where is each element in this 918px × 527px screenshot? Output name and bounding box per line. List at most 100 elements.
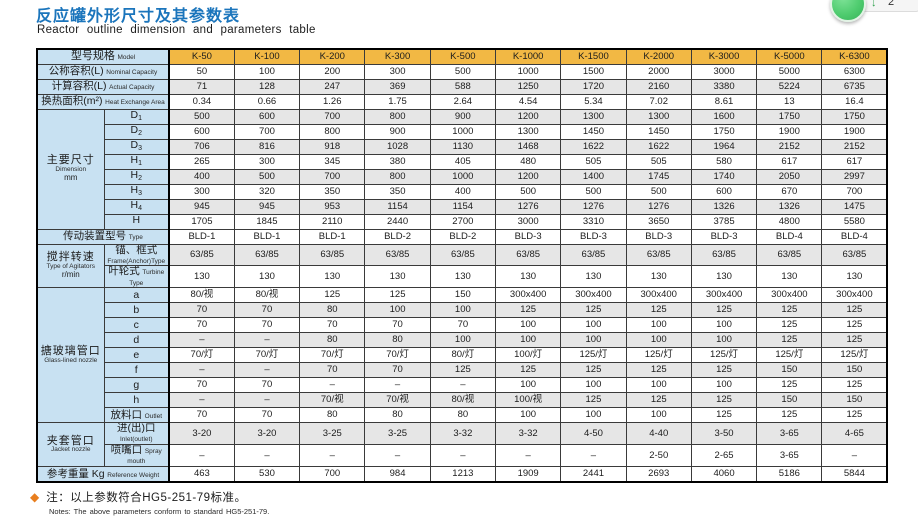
- data-cell: 150: [821, 392, 888, 409]
- model-header-en: Model: [117, 53, 136, 61]
- data-cell: 500: [429, 63, 497, 80]
- data-cell: 588: [429, 78, 497, 95]
- data-cell: 130: [756, 265, 823, 289]
- row-label-symbol: H: [130, 169, 139, 182]
- row-label: 计算容积(L) Actual Capacity: [36, 78, 171, 95]
- data-cell: 5186: [756, 466, 823, 483]
- data-cell: 70/灯: [299, 347, 366, 364]
- data-cell: 71: [168, 78, 235, 95]
- data-cell: 100: [625, 317, 692, 334]
- row-label: d: [103, 332, 171, 349]
- data-cell: 125/灯: [756, 347, 823, 364]
- section-label-zh: 搪玻璃管口: [40, 345, 101, 358]
- data-cell: 70/灯: [168, 347, 235, 364]
- data-cell: 300x400: [560, 287, 627, 304]
- data-cell: 2441: [560, 466, 627, 483]
- data-cell: 63/85: [560, 243, 627, 267]
- data-cell: 1326: [690, 198, 758, 215]
- data-cell: 2700: [429, 213, 497, 230]
- data-cell: 345: [299, 153, 366, 170]
- data-cell: 16.4: [821, 93, 888, 110]
- data-cell: 80/视: [429, 392, 497, 409]
- data-cell: 125: [821, 302, 888, 319]
- data-cell: 1300: [625, 108, 692, 125]
- table-row: 夹套管口 Jacket nozzle 进(出)口 Inlet(outlet) 3-20…: [36, 422, 888, 468]
- data-cell: 2440: [364, 213, 431, 230]
- data-cell: 80: [299, 302, 366, 319]
- row-label: H: [103, 213, 171, 230]
- data-cell: 100: [560, 377, 627, 394]
- data-cell: 4.54: [494, 93, 562, 110]
- page-subtitle: Reactor outline dimension and parameters…: [37, 24, 316, 36]
- data-cell: 1622: [625, 138, 692, 155]
- data-cell: 70: [233, 407, 301, 424]
- data-cell: 125: [429, 362, 497, 379]
- table-row: 计算容积(L) Actual Capacity 71 128 247 369 588 125…: [36, 78, 888, 95]
- data-cell: 1964: [690, 138, 758, 155]
- row-label-symbol: H: [130, 199, 139, 212]
- data-cell: 70: [168, 377, 235, 394]
- row-label-zh: 喷嘴口: [110, 444, 143, 457]
- row-label-zh: 参考重量 Kg: [46, 467, 105, 480]
- data-cell: 80/视: [233, 287, 301, 304]
- data-cell: 70: [364, 362, 431, 379]
- data-cell: 125: [299, 287, 366, 304]
- column-header: K-200: [299, 48, 366, 65]
- data-cell: BLD-3: [494, 228, 562, 245]
- column-header: K-2000: [625, 48, 692, 65]
- data-cell: 100: [690, 332, 758, 349]
- download-arrow-icon[interactable]: ↓: [871, 0, 877, 9]
- row-label: 放料口 Outlet: [103, 407, 171, 424]
- row-label-zh: d: [133, 333, 140, 346]
- data-cell: 2-65: [690, 444, 758, 468]
- data-cell: 150: [756, 392, 823, 409]
- table-row: 放料口 Outlet 70 70 80 80 80 100 100 100 125 125 125: [37, 407, 888, 424]
- data-cell: 617: [756, 153, 823, 170]
- data-cell: 1740: [690, 168, 758, 185]
- data-cell: 5.34: [560, 93, 627, 110]
- data-cell: BLD-1: [233, 228, 301, 245]
- data-cell: 1130: [429, 138, 497, 155]
- table-row: H4 945 945 953 1154 1154 1276 1276 1276 1326 1326 1…: [37, 198, 888, 215]
- data-cell: 5000: [756, 63, 823, 80]
- row-label-en: Reference Weight: [107, 471, 160, 479]
- section-label-zh: 搅拌转速: [46, 251, 95, 264]
- data-cell: 1468: [494, 138, 562, 155]
- row-label-subscript: 4: [138, 205, 142, 213]
- table-row: h – –70/视 70/视 80/视 100/视 125 125 125 150 150: [37, 392, 888, 409]
- data-cell: 100: [560, 407, 627, 424]
- row-label-subscript: 3: [138, 190, 142, 198]
- row-label: c: [103, 317, 171, 334]
- data-cell: 125: [821, 332, 888, 349]
- data-cell: 2693: [625, 466, 692, 483]
- data-cell: 945: [233, 198, 301, 215]
- data-cell: 369: [364, 78, 431, 95]
- row-label-zh: a: [133, 288, 140, 301]
- data-cell: 63/85: [821, 243, 888, 267]
- data-cell: 918: [299, 138, 366, 155]
- data-cell: 1475: [821, 198, 888, 215]
- data-cell: 4-65: [821, 422, 888, 446]
- column-header: K-100: [233, 48, 301, 65]
- data-cell: 200: [299, 63, 366, 80]
- green-circle-button[interactable]: [830, 0, 866, 22]
- data-cell: 1750: [821, 108, 888, 125]
- data-cell: 63/85: [756, 243, 823, 267]
- data-cell: 1300: [560, 108, 627, 125]
- data-cell: 70: [299, 362, 366, 379]
- data-cell: 1750: [756, 108, 823, 125]
- section-label-unit: mm: [64, 173, 78, 183]
- data-cell: 125: [560, 392, 627, 409]
- data-cell: –: [233, 362, 301, 379]
- data-cell: 2110: [299, 213, 366, 230]
- data-cell: 700: [299, 108, 366, 125]
- data-cell: 70: [168, 317, 235, 334]
- data-cell: 400: [429, 183, 497, 200]
- row-label-en: Inlet(outlet): [119, 436, 153, 444]
- row-label-en: Heat Exchange Area: [105, 98, 165, 106]
- row-label-en: Frame(Anchor)Type: [107, 257, 166, 265]
- data-cell: 100: [560, 317, 627, 334]
- data-cell: 1200: [494, 108, 562, 125]
- data-cell: 800: [299, 123, 366, 140]
- data-cell: 100: [560, 332, 627, 349]
